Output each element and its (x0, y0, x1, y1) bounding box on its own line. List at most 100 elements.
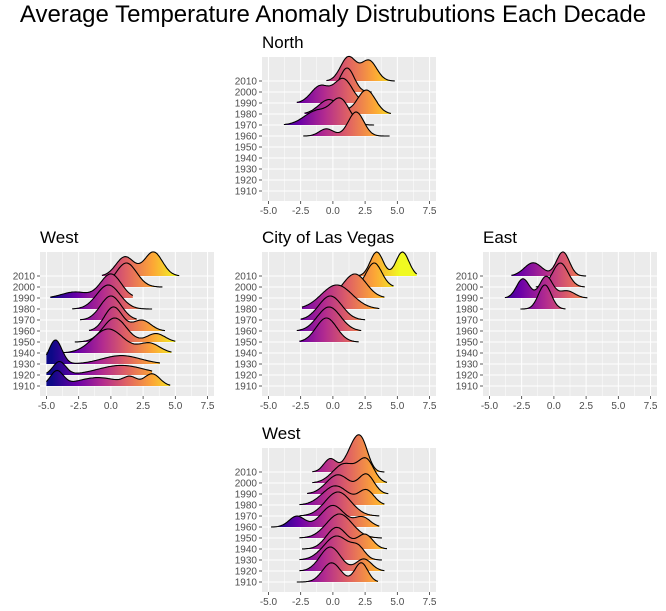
x-tick-label: -2.5 (292, 401, 310, 412)
ridge-1970 (299, 491, 380, 517)
y-tick-label: 1990 (235, 99, 258, 110)
y-tick-label: 1970 (13, 316, 36, 327)
ridge-1920 (46, 360, 153, 375)
x-tick-label: -5.0 (260, 597, 278, 608)
ridge-1970 (80, 295, 137, 321)
y-tick-label: 1950 (13, 338, 36, 349)
x-tick-label: 2.5 (358, 206, 372, 217)
y-tick-label: 1980 (235, 305, 258, 316)
x-tick-label: 2.5 (579, 401, 593, 412)
x-tick-label: -5.0 (38, 401, 56, 412)
y-tick-label: 1940 (235, 154, 258, 165)
ridge-1930 (45, 339, 160, 364)
y-tick-label: 2000 (235, 283, 258, 294)
ridge-1930 (299, 535, 382, 561)
ridge-1950 (299, 317, 359, 343)
y-tick-label: 1970 (456, 316, 479, 327)
x-tick-label: 7.5 (644, 401, 658, 412)
x-tick-label: 7.5 (423, 597, 437, 608)
y-tick-label: 1990 (235, 294, 258, 305)
x-tick-label: 5.0 (611, 401, 625, 412)
ridge-2010 (511, 251, 587, 277)
main-title: Average Temperature Anomaly Distrubution… (19, 1, 647, 28)
y-tick-label: 2010 (235, 77, 258, 88)
panel-title: North (262, 33, 304, 52)
y-tick-label: 2010 (235, 272, 258, 283)
y-tick-label: 1950 (235, 143, 258, 154)
x-tick-label: 5.0 (390, 401, 404, 412)
y-tick-label: 1930 (456, 360, 479, 371)
panel-bottom: West 191019201930194019501960197019801990… (235, 424, 437, 608)
y-tick-label: 2010 (13, 272, 36, 283)
ridge-1960 (270, 504, 380, 528)
x-tick-label: -5.0 (260, 206, 278, 217)
y-tick-label: 1970 (235, 512, 258, 523)
y-tick-label: 1950 (456, 338, 479, 349)
y-tick-label: 2000 (235, 88, 258, 99)
panel-title: West (262, 424, 301, 443)
y-tick-label: 1910 (235, 382, 258, 393)
y-tick-label: 1990 (456, 294, 479, 305)
y-tick-label: 1960 (13, 327, 36, 338)
x-tick-label: 7.5 (423, 206, 437, 217)
ridge-1940 (302, 526, 388, 550)
y-tick-label: 1930 (13, 360, 36, 371)
x-tick-label: -2.5 (513, 401, 531, 412)
x-tick-label: -2.5 (292, 206, 310, 217)
y-tick-label: 1940 (456, 349, 479, 360)
x-tick-label: -5.0 (260, 401, 278, 412)
panel-title: West (40, 228, 79, 247)
y-tick-label: 1910 (456, 382, 479, 393)
x-tick-label: 0.0 (104, 401, 118, 412)
x-tick-label: 0.0 (326, 401, 340, 412)
y-tick-label: 1920 (235, 176, 258, 187)
panel-top: North 19101920193019401950196019701980199… (235, 33, 437, 217)
x-tick-label: 2.5 (358, 597, 372, 608)
y-tick-label: 1910 (13, 382, 36, 393)
y-tick-label: 1920 (456, 371, 479, 382)
y-tick-label: 1940 (13, 349, 36, 360)
x-tick-label: 0.0 (547, 401, 561, 412)
ridge-1910 (296, 562, 379, 583)
panel-title: East (483, 228, 517, 247)
ridge-1910 (45, 369, 171, 386)
y-tick-label: 1960 (235, 523, 258, 534)
x-tick-label: -2.5 (292, 597, 310, 608)
y-tick-label: 1910 (235, 187, 258, 198)
x-tick-label: -2.5 (70, 401, 88, 412)
y-tick-label: 1980 (456, 305, 479, 316)
x-tick-label: 5.0 (390, 597, 404, 608)
y-tick-label: 1950 (235, 338, 258, 349)
y-tick-label: 2000 (13, 283, 36, 294)
ridge-1940 (46, 328, 172, 354)
y-tick-label: 1940 (235, 349, 258, 360)
panel-center: City of Las Vegas 19101920193019401950196… (235, 228, 437, 412)
x-tick-label: 5.0 (390, 206, 404, 217)
y-tick-label: 2010 (456, 272, 479, 283)
x-tick-label: 2.5 (136, 401, 150, 412)
y-tick-label: 1930 (235, 556, 258, 567)
y-tick-label: 1920 (235, 371, 258, 382)
y-tick-label: 1970 (235, 316, 258, 327)
y-tick-label: 1940 (235, 545, 258, 556)
x-tick-label: -5.0 (481, 401, 499, 412)
y-tick-label: 1980 (13, 305, 36, 316)
ridge-1990 (296, 77, 365, 103)
panel-left: West 191019201930194019501960197019801990… (13, 228, 215, 412)
x-tick-label: 2.5 (358, 401, 372, 412)
y-tick-label: 2000 (456, 283, 479, 294)
y-tick-label: 2000 (235, 479, 258, 490)
y-tick-label: 1980 (235, 110, 258, 121)
x-tick-label: 0.0 (326, 206, 340, 217)
y-tick-label: 1930 (235, 165, 258, 176)
y-tick-label: 1910 (235, 578, 258, 589)
y-tick-label: 2010 (235, 468, 258, 479)
y-tick-label: 1950 (235, 534, 258, 545)
y-tick-label: 1960 (235, 327, 258, 338)
x-tick-label: 7.5 (201, 401, 215, 412)
y-tick-label: 1990 (235, 490, 258, 501)
panel-right: East 191019201930194019501960197019801990… (456, 228, 658, 412)
y-tick-label: 1960 (456, 327, 479, 338)
x-tick-label: 5.0 (168, 401, 182, 412)
y-tick-label: 1990 (13, 294, 36, 305)
